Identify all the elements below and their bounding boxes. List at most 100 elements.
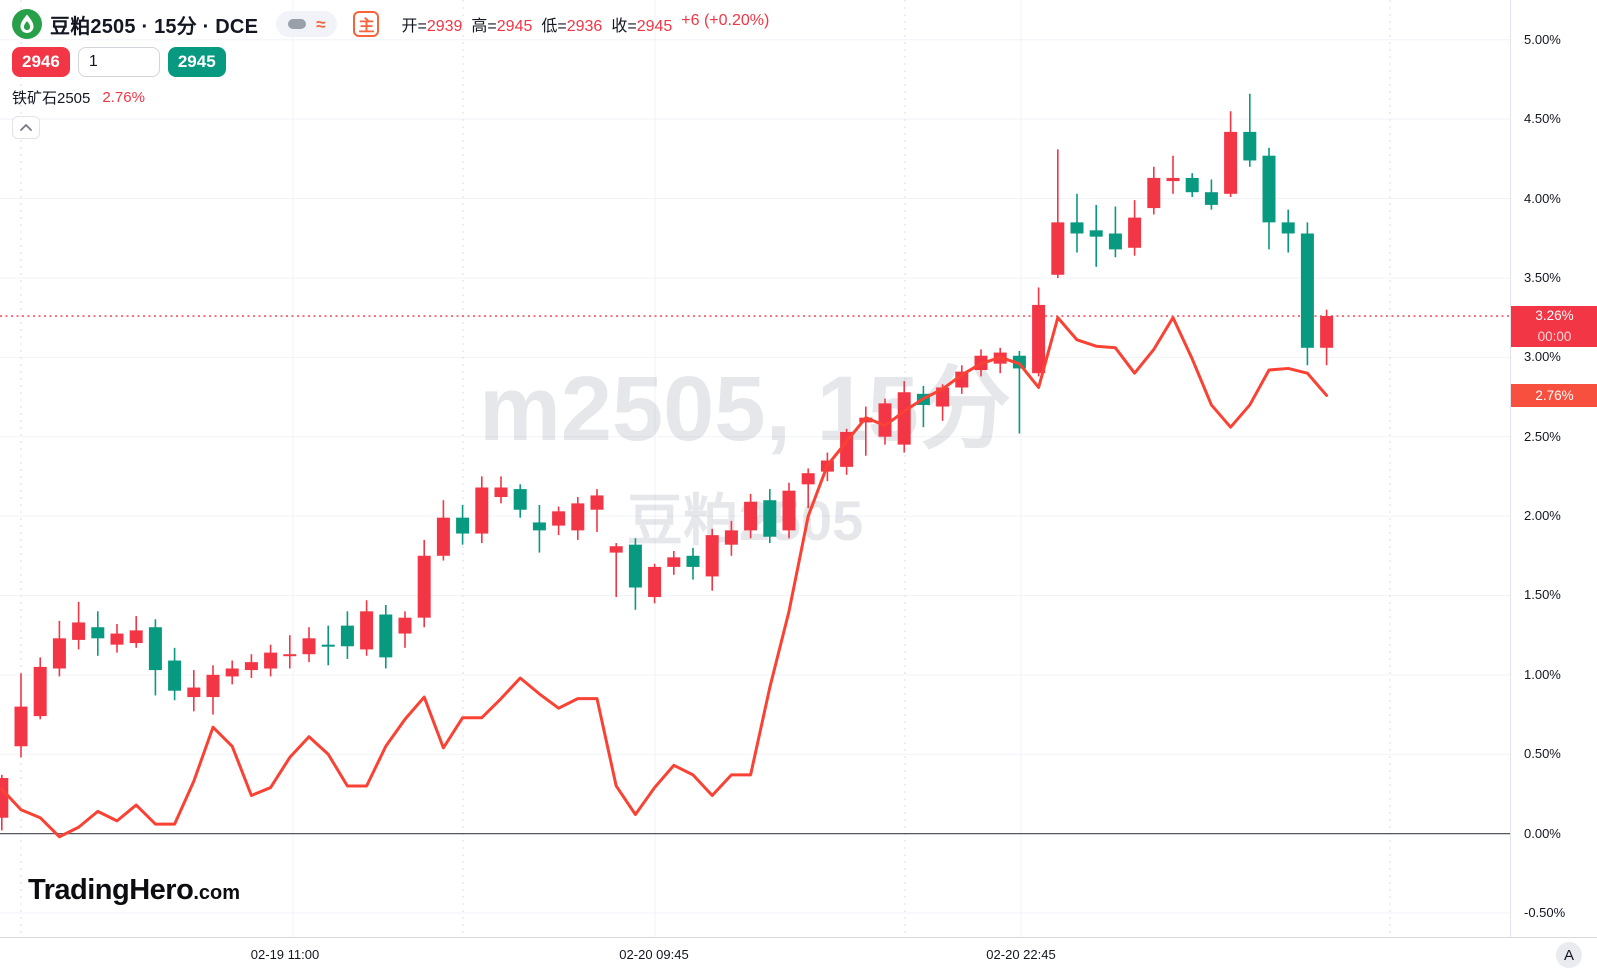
candle-body: [436, 517, 450, 556]
candle-body: [724, 530, 738, 545]
candle-body: [513, 489, 527, 510]
candle-body: [14, 706, 28, 747]
candle-body: [667, 557, 681, 567]
candle-body: [1108, 233, 1122, 250]
close-value: 2945: [636, 18, 673, 35]
candle-body: [609, 546, 623, 553]
time-axis[interactable]: A 02-19 11:00 02-20 09:45 02-20 22:45: [0, 937, 1597, 971]
candle-body: [763, 500, 777, 537]
candle-body: [187, 687, 201, 698]
candle-body: [456, 517, 470, 534]
bar-countdown-badge: 00:00: [1511, 327, 1597, 348]
candle-body: [1204, 192, 1218, 205]
symbol-title[interactable]: 豆粕2505 · 15分 · DCE: [50, 15, 259, 38]
candle-body: [33, 666, 47, 717]
price-axis-tick: 0.00%: [1524, 825, 1561, 841]
price-axis-tick: 2.50%: [1524, 428, 1561, 444]
candle-body: [878, 403, 892, 437]
candle-body: [1089, 230, 1103, 237]
candle-body: [1185, 177, 1199, 193]
candle-body: [360, 611, 374, 650]
candle-body: [1281, 222, 1295, 234]
change-value: +6 (+0.20%): [681, 12, 770, 29]
bar-style-icon[interactable]: [288, 19, 307, 29]
candle-body: [1070, 222, 1084, 234]
brand-text: TradingHero: [28, 874, 194, 906]
chevron-up-icon: [20, 124, 32, 131]
brand-suffix-text: .com: [193, 882, 240, 904]
candle-body: [302, 638, 316, 655]
candle-body: [744, 501, 758, 531]
time-axis-label: 02-20 22:45: [986, 947, 1056, 962]
price-axis-tick: 1.50%: [1524, 587, 1561, 603]
compare-price-badge: 2.76%: [1511, 384, 1597, 408]
price-axis[interactable]: 3.26% 00:00 2.76% 5.00% 4.50% 4.00% 3.50% 3.…: [1510, 0, 1597, 937]
compare-change-value: 2.76%: [102, 89, 145, 106]
low-value: 2936: [566, 18, 603, 35]
candle-body: [264, 652, 278, 669]
candle-body: [398, 617, 412, 634]
price-axis-tick: 0.50%: [1524, 746, 1561, 762]
candle-body: [72, 622, 86, 640]
time-axis-label: 02-19 11:00: [250, 947, 320, 962]
candle-body: [705, 535, 719, 577]
candle-body: [1224, 131, 1238, 194]
open-label: 开=: [401, 18, 427, 35]
candle-body: [801, 473, 815, 485]
price-axis-tick: 5.00%: [1524, 31, 1561, 47]
sell-price-button[interactable]: 2946: [12, 47, 70, 77]
buy-price-button[interactable]: 2945: [167, 47, 226, 77]
candle-body: [552, 511, 566, 526]
candle-body: [1243, 131, 1257, 161]
quantity-input[interactable]: [77, 47, 160, 77]
last-price-badge: 3.26%: [1511, 306, 1597, 328]
chart-header: 豆粕2505 · 15分 · DCE ≈ 主 开=2939 高=2945 低=2…: [12, 8, 769, 139]
price-axis-tick: 1.00%: [1524, 666, 1561, 682]
candle-body: [110, 633, 124, 645]
candle-body: [1128, 217, 1142, 248]
candle-body: [1032, 304, 1046, 374]
candle-body: [782, 490, 796, 531]
price-axis-tick: 4.50%: [1524, 111, 1561, 127]
candle-body: [840, 431, 854, 467]
candlestick-series: [0, 93, 1334, 831]
candle-body: [571, 503, 585, 531]
candle-body: [244, 662, 258, 671]
candle-body: [340, 625, 354, 647]
candle-body: [1012, 355, 1026, 369]
candle-body: [494, 487, 508, 498]
price-axis-tick: -0.50%: [1524, 904, 1566, 920]
axis-settings-button[interactable]: A: [1556, 942, 1582, 968]
candle-body: [1051, 222, 1065, 275]
collapse-header-button[interactable]: [12, 116, 40, 139]
close-label: 收=: [611, 18, 637, 35]
candle-body: [1300, 233, 1314, 348]
candle-body: [168, 660, 182, 691]
high-value: 2945: [496, 18, 533, 35]
symbol-logo-icon: [12, 9, 42, 39]
ohlc-readout: 开=2939 高=2945 低=2936 收=2945 +6 (+0.20%): [401, 12, 769, 36]
candle-body: [321, 644, 335, 647]
compare-symbol-label[interactable]: 铁矿石2505: [12, 90, 91, 107]
price-axis-tick: 2.00%: [1524, 508, 1561, 524]
candle-body: [532, 522, 546, 531]
compare-line-series: [0, 316, 1329, 839]
tradinghero-logo: TradingHero .com: [28, 874, 240, 907]
candle-body: [225, 668, 239, 677]
candle-body: [1320, 316, 1334, 348]
open-value: 2939: [426, 18, 463, 35]
main-contract-badge[interactable]: 主: [353, 11, 380, 37]
candle-body: [1262, 155, 1276, 223]
low-label: 低=: [541, 18, 567, 35]
time-axis-label: 02-20 09:45: [619, 947, 689, 962]
candle-body: [648, 566, 662, 598]
price-axis-tick: 3.00%: [1524, 349, 1561, 365]
compare-approx-icon[interactable]: ≈: [316, 14, 326, 34]
candle-body: [129, 630, 143, 644]
candle-body: [686, 555, 700, 567]
candle-body: [1166, 177, 1180, 182]
candle-body: [379, 614, 393, 658]
